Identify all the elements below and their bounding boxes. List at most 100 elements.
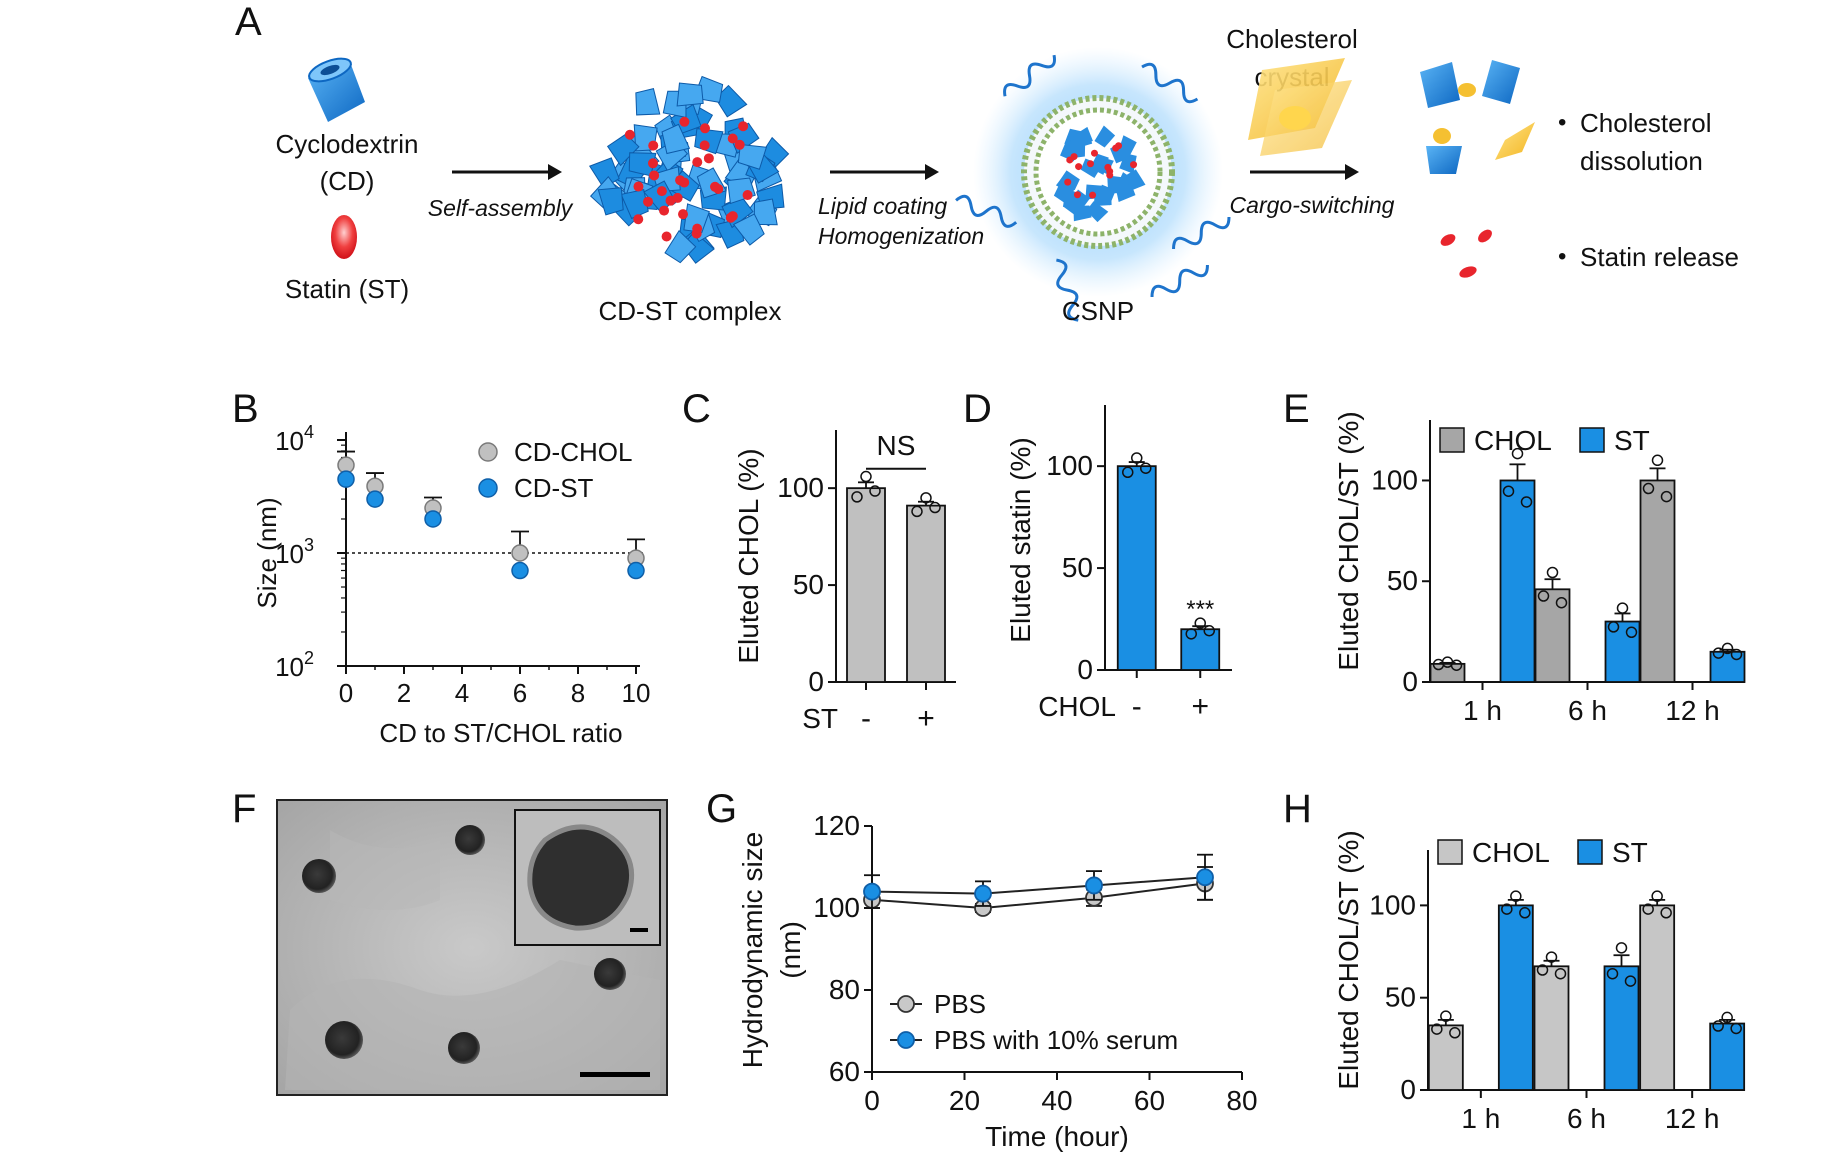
data-point-cd-chol	[511, 544, 529, 562]
replicate-point	[1555, 596, 1568, 609]
data-point-cd-st	[337, 470, 355, 488]
y-tick-label: 100	[777, 472, 824, 503]
category-label: 12 h	[1665, 695, 1720, 726]
replicate-point	[1660, 490, 1673, 503]
peg-chain-icon	[1141, 62, 1199, 104]
bar-chol	[1639, 479, 1676, 683]
replicate-point	[1546, 566, 1559, 579]
statin-dot-icon	[649, 170, 660, 181]
statin-dot-icon	[679, 116, 690, 127]
legend-marker	[897, 995, 915, 1013]
category-label: +	[1191, 690, 1209, 723]
statin-dot-icon	[725, 212, 736, 223]
statin-dot-icon	[727, 133, 738, 144]
replicate-point	[1712, 1020, 1724, 1032]
cd-unit-icon	[732, 213, 765, 246]
axis-label: CHOL	[1038, 691, 1116, 722]
x-axis-label: CD to ST/CHOL ratio	[379, 718, 622, 748]
cd-unit-icon	[676, 82, 704, 107]
legend-marker	[897, 1031, 915, 1049]
x-tick-label: 2	[397, 678, 411, 708]
replicate-point	[1131, 452, 1143, 464]
statin-dot-icon	[703, 153, 714, 164]
bullet1-line1: Cholesterol	[1580, 108, 1712, 138]
y-tick-label: 0	[808, 666, 824, 697]
x-tick-label: 6	[513, 678, 527, 708]
legend-label: ST	[1614, 425, 1650, 456]
statin-dot-icon	[659, 205, 670, 216]
legend-label: PBS with 10% serum	[934, 1025, 1178, 1055]
csnp-icon	[955, 47, 1231, 322]
bullet2-line: Statin release	[1580, 242, 1739, 272]
replicate-point	[1510, 890, 1522, 902]
bar	[846, 487, 886, 683]
arrow-lipid-coating	[830, 164, 939, 180]
y-axis-label: Eluted CHOL (%)	[733, 448, 764, 663]
statin-dot-icon	[647, 158, 658, 169]
x-tick-label: 8	[571, 678, 585, 708]
x-axis-label: Time (hour)	[985, 1121, 1129, 1152]
peg-chain-icon	[1172, 216, 1231, 250]
statin-dot-icon	[1086, 160, 1094, 168]
statin-dot-icon	[1075, 163, 1083, 171]
data-point-cd-st	[366, 490, 384, 508]
y-axis-label: Eluted CHOL/ST (%)	[1333, 411, 1364, 670]
data-point	[1085, 876, 1103, 895]
statin-dot-icon	[672, 192, 683, 203]
legend-label: CD-CHOL	[514, 437, 632, 467]
category-label: 12 h	[1665, 1103, 1720, 1134]
replicate-point	[1511, 447, 1524, 460]
statin-dot-icon	[1106, 171, 1114, 179]
replicate-point	[1520, 496, 1533, 508]
statin-dot-icon	[633, 214, 644, 225]
statin-dot-icon	[1089, 191, 1097, 199]
replicate-point	[1642, 903, 1654, 915]
statin-dot-icon	[692, 157, 703, 168]
category-label: -	[1132, 690, 1142, 723]
panel-letter: B	[232, 387, 259, 431]
statin-dot-icon	[1070, 153, 1078, 161]
arrow1-label: Self-assembly	[428, 195, 574, 221]
legend-marker	[478, 478, 498, 498]
y-tick-label: 80	[829, 974, 860, 1005]
arrow2-label-line2: Homogenization	[818, 223, 984, 249]
panel-letter: D	[963, 387, 992, 431]
legend-swatch	[1577, 839, 1603, 865]
cd-unit-icon	[1115, 183, 1136, 202]
statin-dot-icon	[675, 175, 686, 186]
statin-dot-icon	[734, 139, 745, 150]
y-tick-label: 50	[793, 569, 824, 600]
panel-a: A Cyclodextrin (CD) Statin (ST) Self-ass…	[235, 0, 1739, 326]
y-axis-label-line2: (nm)	[775, 921, 806, 979]
y-tick-label: 100	[1371, 464, 1418, 495]
crystal-label-line1: Cholesterol	[1226, 24, 1358, 54]
panel-d: D 0 50 100 - + CHOL Eluted statin (%) ***	[963, 387, 1232, 723]
replicate-point	[1203, 625, 1215, 637]
panel-letter: E	[1283, 387, 1310, 431]
st-label: Statin (ST)	[285, 274, 409, 304]
x-tick-label: 0	[864, 1085, 880, 1116]
data-point	[1196, 868, 1214, 887]
replicate-point	[1606, 967, 1619, 980]
legend-label: ST	[1612, 837, 1648, 868]
y-tick-label: 0	[1400, 1074, 1416, 1105]
cd-unit-icon	[661, 123, 691, 155]
data-point	[974, 884, 992, 903]
category-label: 6 h	[1567, 1103, 1606, 1134]
replicate-point	[1554, 967, 1567, 980]
replicate-point	[1185, 628, 1197, 640]
cd-label-line1: Cyclodextrin	[275, 129, 418, 159]
statin-dot-icon	[1073, 191, 1081, 199]
replicate-point	[911, 505, 923, 518]
cd-label-line2: (CD)	[320, 166, 375, 196]
cd-unit-icon	[1093, 191, 1112, 207]
peg-chain-icon	[1056, 258, 1079, 322]
category-label: 1 h	[1461, 1103, 1500, 1134]
bar	[906, 504, 946, 683]
cyclodextrin-icon	[308, 57, 365, 122]
panel-f-letter: F	[232, 787, 256, 831]
statin-dot-icon	[1112, 144, 1120, 152]
replicate-point	[929, 501, 941, 514]
